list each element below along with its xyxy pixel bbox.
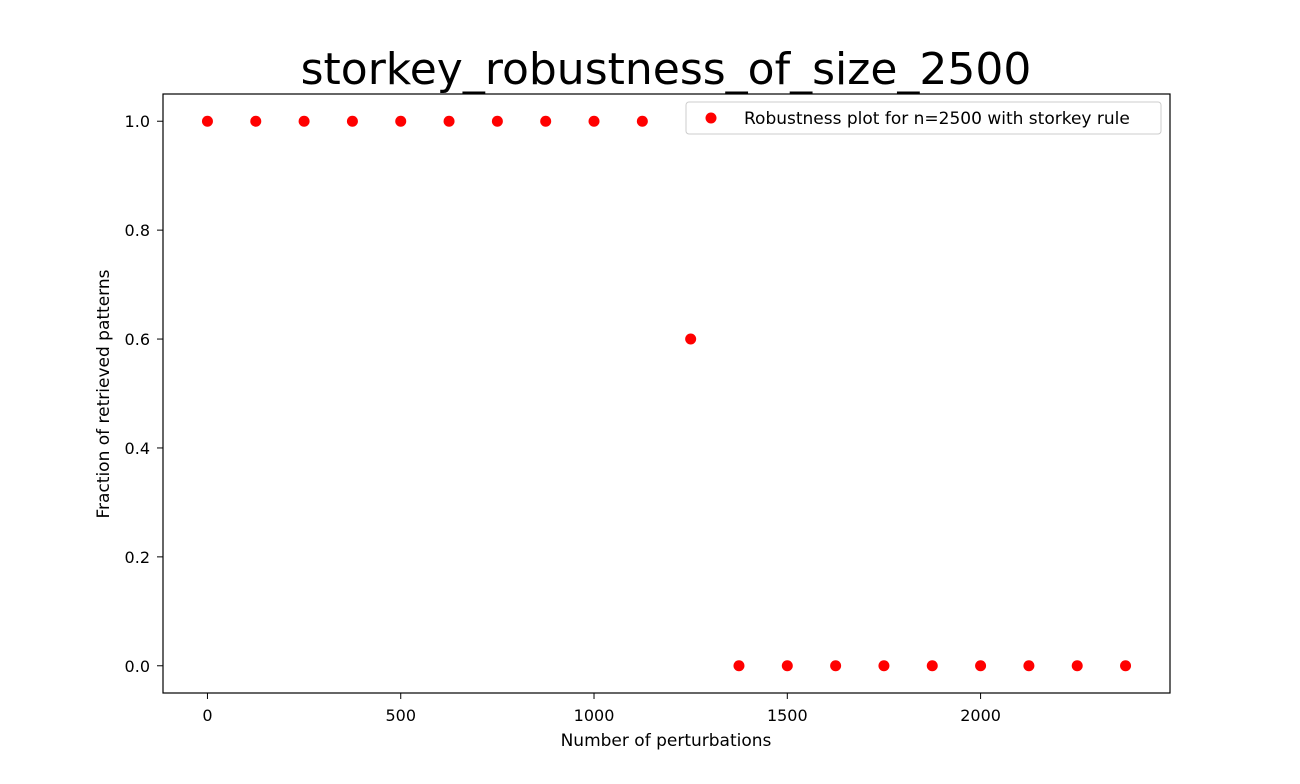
y-tick-label: 0.4 <box>125 439 150 458</box>
y-tick-label: 1.0 <box>125 112 150 131</box>
y-tick-label: 0.6 <box>125 330 150 349</box>
data-point <box>298 115 310 127</box>
chart-title: storkey_robustness_of_size_2500 <box>301 44 1032 95</box>
data-point <box>1071 660 1083 672</box>
y-tick-label: 0.8 <box>125 221 150 240</box>
data-point <box>975 660 987 672</box>
x-tick-label: 1000 <box>574 706 615 725</box>
data-point <box>1023 660 1035 672</box>
data-point <box>781 660 793 672</box>
data-point <box>588 115 600 127</box>
data-points <box>201 115 1132 672</box>
x-tick-label: 0 <box>202 706 212 725</box>
data-point <box>491 115 503 127</box>
x-axis-label: Number of perturbations <box>561 731 772 751</box>
data-point <box>395 115 407 127</box>
y-axis-label: Fraction of retrieved patterns <box>94 269 114 518</box>
plot-area-frame <box>162 93 1171 694</box>
data-point <box>685 333 697 345</box>
data-point <box>443 115 455 127</box>
y-tick-label: 0.2 <box>125 548 150 567</box>
data-point <box>346 115 358 127</box>
data-point <box>250 115 262 127</box>
data-point <box>201 115 213 127</box>
x-tick-label: 1500 <box>767 706 808 725</box>
legend: Robustness plot for n=2500 with storkey … <box>685 101 1162 135</box>
x-tick-label: 2000 <box>960 706 1001 725</box>
axis-ticks: 0 500 1000 1500 2000 0.0 0.2 0.4 0.6 0.8 1.0 <box>125 112 1001 725</box>
data-point <box>878 660 890 672</box>
data-point <box>1120 660 1132 672</box>
x-tick-label: 500 <box>385 706 416 725</box>
legend-label: Robustness plot for n=2500 with storkey … <box>744 109 1130 129</box>
legend-box <box>685 101 1162 135</box>
data-point <box>733 660 745 672</box>
legend-marker <box>705 112 717 124</box>
data-point <box>830 660 842 672</box>
y-tick-label: 0.0 <box>125 657 150 676</box>
data-point <box>540 115 552 127</box>
data-point <box>926 660 938 672</box>
data-point <box>636 115 648 127</box>
